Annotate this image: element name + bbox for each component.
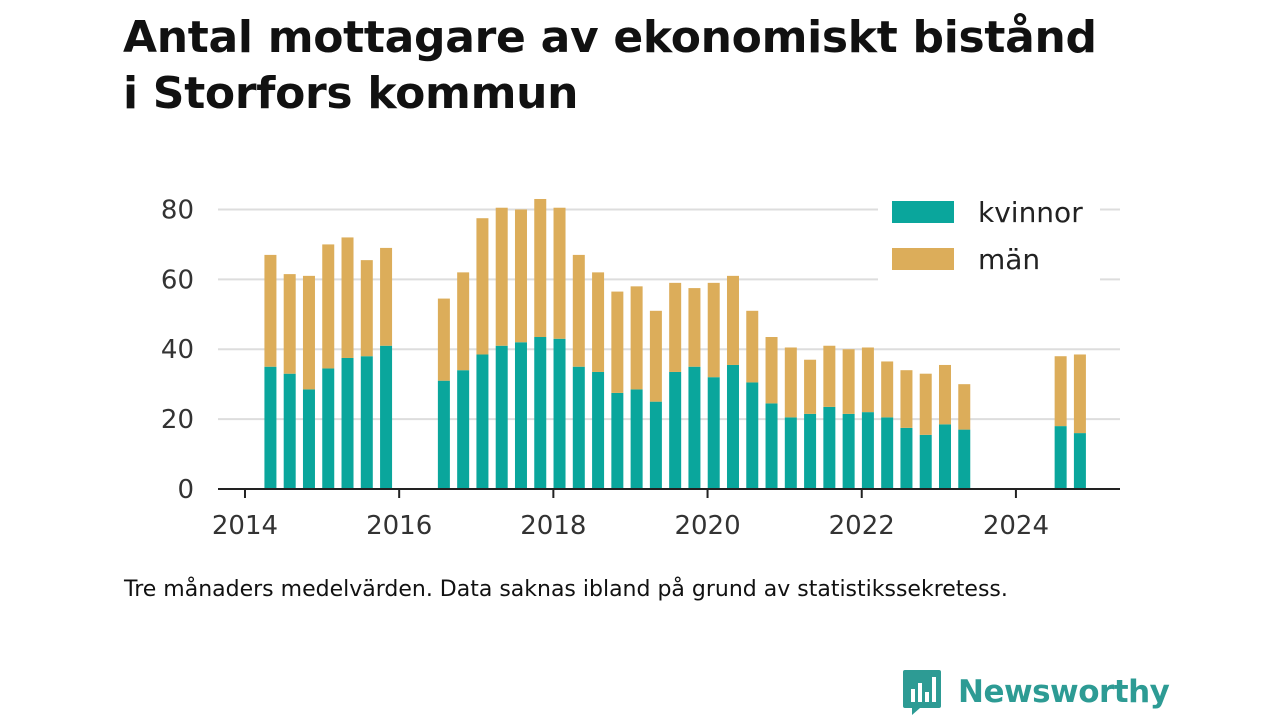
y-tick-label: 80	[161, 195, 194, 225]
x-tick-label: 2020	[674, 511, 740, 541]
bar-kvinnor	[881, 417, 894, 489]
bar-man	[360, 260, 373, 357]
bar-man	[630, 286, 643, 390]
bar-man	[804, 359, 817, 414]
bar-man	[881, 361, 894, 418]
y-tick-label: 60	[161, 265, 194, 295]
bar-kvinnor	[804, 413, 817, 489]
bar-kvinnor	[322, 368, 335, 489]
bar-man	[1054, 356, 1067, 427]
bar-man	[669, 282, 682, 372]
bar-kvinnor	[283, 373, 296, 489]
x-tick-label: 2016	[366, 511, 432, 541]
bar-kvinnor	[958, 429, 971, 489]
bar-kvinnor	[938, 424, 951, 489]
bar-man	[900, 370, 913, 428]
bar-man	[572, 254, 585, 367]
bar-man	[380, 247, 393, 346]
bar-kvinnor	[919, 434, 932, 489]
bar-man	[919, 373, 932, 435]
bar-kvinnor	[765, 403, 778, 489]
bar-man	[958, 384, 971, 430]
bar-man	[938, 364, 951, 425]
bar-kvinnor	[630, 389, 643, 489]
bar-kvinnor	[457, 370, 470, 489]
chart-title-line-2: i Storfors kommun	[123, 68, 579, 119]
bar-man	[534, 198, 547, 338]
legend-swatch-man	[892, 248, 954, 270]
bar-man	[1073, 354, 1086, 434]
y-tick-label: 40	[161, 335, 194, 365]
bar-kvinnor	[495, 345, 508, 489]
bar-kvinnor	[726, 364, 739, 489]
bar-kvinnor	[861, 412, 874, 489]
bar-kvinnor	[553, 338, 566, 489]
bar-kvinnor	[572, 366, 585, 489]
bar-man	[495, 207, 508, 346]
bar-kvinnor	[264, 366, 277, 489]
y-tick-label: 20	[161, 405, 194, 435]
bar-kvinnor	[592, 371, 605, 489]
bar-kvinnor	[341, 357, 354, 489]
bar-kvinnor	[1054, 426, 1067, 489]
bar-man	[649, 310, 662, 402]
bar-kvinnor	[514, 342, 527, 489]
legend-label-man: män	[978, 243, 1040, 276]
y-tick-label: 0	[177, 475, 194, 505]
bar-man	[765, 337, 778, 404]
bar-kvinnor	[360, 356, 373, 489]
bar-kvinnor	[707, 377, 720, 489]
bar-man	[707, 282, 720, 378]
chart-title-line-1: Antal mottagare av ekonomiskt bistånd	[123, 12, 1097, 63]
bar-kvinnor	[842, 413, 855, 489]
bar-man	[823, 345, 836, 407]
bar-man	[437, 298, 450, 381]
bar-man	[861, 347, 874, 413]
bar-man	[842, 349, 855, 414]
bar-kvinnor	[437, 380, 450, 489]
bar-kvinnor	[476, 354, 489, 489]
bar-kvinnor	[302, 389, 315, 489]
bar-man	[746, 310, 759, 383]
bar-man	[341, 237, 354, 358]
bar-kvinnor	[784, 417, 797, 489]
x-tick-label: 2014	[212, 511, 278, 541]
bar-man	[784, 347, 797, 418]
bar-kvinnor	[534, 337, 547, 489]
x-tick-label: 2022	[829, 511, 895, 541]
bar-kvinnor	[669, 371, 682, 489]
bar-kvinnor	[823, 406, 836, 489]
bar-man	[283, 274, 296, 374]
bar-man	[302, 275, 315, 390]
chart-title: Antal mottagare av ekonomiskt bistånd i …	[123, 10, 1223, 122]
bar-man	[514, 209, 527, 343]
bar-man	[592, 272, 605, 372]
x-tick-label: 2018	[520, 511, 586, 541]
bar-kvinnor	[900, 427, 913, 489]
legend-swatch-kvinnor	[892, 201, 954, 223]
chart-footnote: Tre månaders medelvärden. Data saknas ib…	[124, 577, 1008, 602]
brand-name: Newsworthy	[958, 674, 1170, 710]
brand-logo[interactable]: Newsworthy	[902, 668, 1170, 716]
x-tick-label: 2024	[983, 511, 1049, 541]
bar-kvinnor	[611, 392, 624, 489]
bar-man	[264, 254, 277, 367]
newsworthy-logo-icon	[903, 670, 941, 715]
bar-kvinnor	[688, 366, 701, 489]
bar-man	[457, 272, 470, 371]
bar-kvinnor	[649, 401, 662, 489]
bar-kvinnor	[380, 345, 393, 489]
bar-man	[476, 218, 489, 355]
bar-man	[688, 288, 701, 367]
bar-man	[611, 291, 624, 393]
bar-man	[726, 275, 739, 365]
bar-kvinnor	[746, 382, 759, 489]
bar-man	[322, 244, 335, 369]
legend-label-kvinnor: kvinnor	[978, 196, 1083, 229]
bar-man	[553, 207, 566, 339]
bar-kvinnor	[1073, 433, 1086, 489]
